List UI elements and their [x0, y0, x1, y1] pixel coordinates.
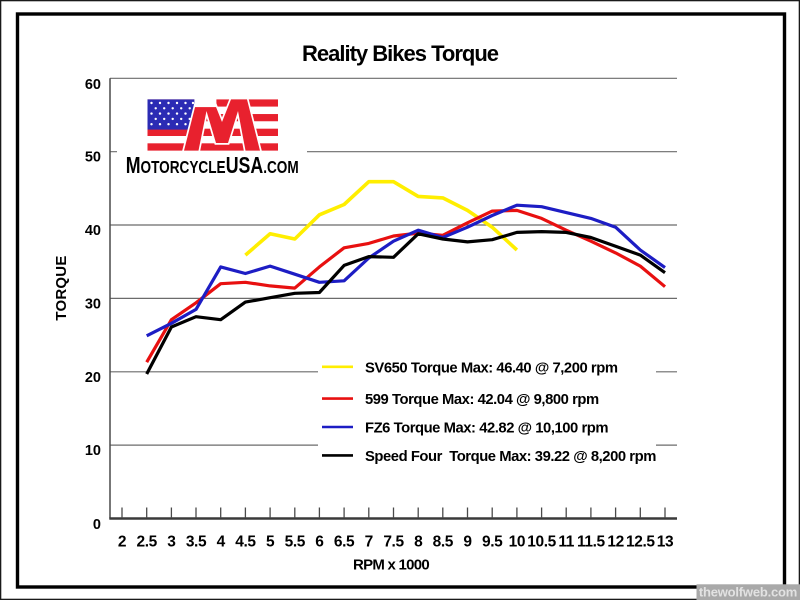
svg-text:Speed Four Torque Max: 39.22: Speed Four Torque Max: 39.22 @ 8,200 rpm — [365, 449, 656, 465]
svg-text:6.5: 6.5 — [334, 534, 355, 551]
svg-text:9.5: 9.5 — [482, 534, 503, 551]
svg-text:SV650 Torque Max: 46.40 @ 7,20: SV650 Torque Max: 46.40 @ 7,200 rpm — [365, 360, 618, 376]
svg-text:RPM x 1000: RPM x 1000 — [353, 557, 429, 574]
svg-text:3: 3 — [167, 534, 176, 551]
svg-text:599 Torque Max: 42.04 @ 9,800: 599 Torque Max: 42.04 @ 9,800 rpm — [365, 392, 599, 408]
svg-text:60: 60 — [85, 77, 101, 93]
svg-text:Reality Bikes Torque: Reality Bikes Torque — [302, 41, 499, 66]
svg-text:8.5: 8.5 — [433, 534, 454, 551]
svg-text:30: 30 — [85, 296, 101, 312]
svg-text:4: 4 — [217, 534, 226, 551]
svg-text:FZ6 Torque Max: 42.82 @ 10,100: FZ6 Torque Max: 42.82 @ 10,100 rpm — [365, 421, 608, 437]
svg-text:USA: USA — [226, 153, 264, 179]
svg-text:8: 8 — [414, 534, 423, 551]
svg-text:2: 2 — [118, 534, 126, 551]
svg-text:10: 10 — [85, 443, 101, 459]
svg-text:12: 12 — [607, 534, 623, 551]
svg-text:13: 13 — [657, 534, 674, 551]
svg-text:5.5: 5.5 — [285, 534, 306, 551]
svg-text:10.5: 10.5 — [527, 534, 556, 551]
svg-text:5: 5 — [266, 534, 275, 551]
svg-text:2.5: 2.5 — [137, 534, 158, 551]
svg-text:thewolfweb.com: thewolfweb.com — [699, 585, 797, 600]
svg-text:40: 40 — [85, 223, 101, 239]
svg-text:7: 7 — [365, 534, 373, 551]
svg-text:TORQUE: TORQUE — [53, 255, 70, 320]
svg-text:6: 6 — [315, 534, 324, 551]
svg-text:9: 9 — [463, 534, 472, 551]
svg-text:12.5: 12.5 — [626, 534, 655, 551]
svg-text:0: 0 — [93, 517, 101, 533]
svg-text:50: 50 — [85, 150, 101, 166]
svg-text:.COM: .COM — [263, 158, 299, 177]
svg-text:OTORCYCLE: OTORCYCLE — [141, 158, 226, 177]
svg-text:11.5: 11.5 — [577, 534, 605, 551]
svg-text:10: 10 — [509, 534, 525, 551]
svg-text:11: 11 — [558, 534, 574, 551]
svg-text:M: M — [126, 153, 141, 179]
svg-text:4.5: 4.5 — [235, 534, 256, 551]
svg-text:20: 20 — [85, 370, 101, 386]
svg-text:7.5: 7.5 — [383, 534, 404, 551]
svg-text:3.5: 3.5 — [186, 534, 207, 551]
